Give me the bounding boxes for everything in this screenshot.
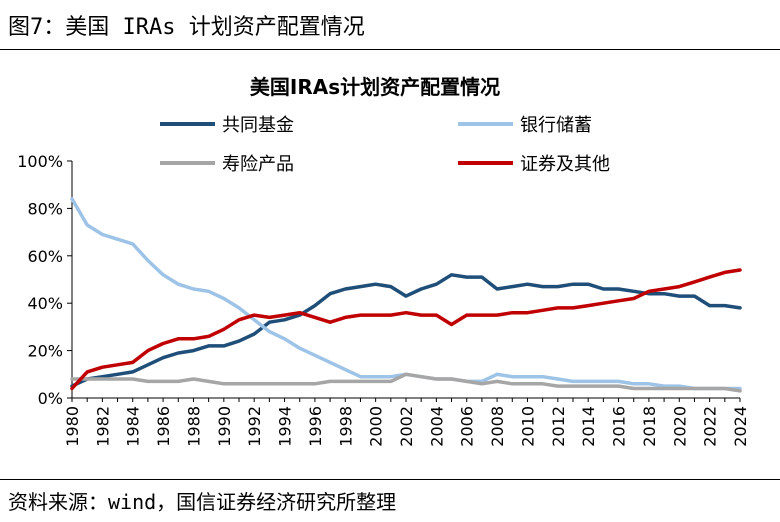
x-tick-label: 1996 [306, 406, 325, 447]
x-tick-label: 1980 [63, 406, 82, 447]
source-note: 资料来源：wind，国信证券经济研究所整理 [8, 490, 397, 514]
series-line [70, 268, 742, 391]
x-tick-label: 1986 [154, 406, 173, 447]
chart-title: 美国IRAs计划资产配置情况 [250, 75, 500, 99]
y-tick-label: 60% [27, 247, 63, 266]
axes: 0% 20% 40% 60% 80% 100% 1980 1982 1984 1986 1988 19… [17, 152, 750, 447]
x-tick-label: 2016 [610, 406, 629, 447]
legend-label: 银行储蓄 [520, 115, 592, 136]
x-tick-label: 1990 [215, 406, 234, 447]
x-tick-label: 2006 [458, 406, 477, 447]
series-line [70, 372, 742, 393]
series-layer [70, 197, 742, 393]
x-tick-label: 2008 [488, 406, 507, 447]
x-tick-label: 2000 [367, 406, 386, 447]
x-tick-label: 1988 [184, 406, 203, 447]
x-tick-label: 1992 [245, 406, 264, 447]
y-tick-label: 20% [27, 342, 63, 361]
x-tick-label: 2004 [427, 406, 446, 447]
legend-label: 证券及其他 [520, 154, 610, 175]
x-tick-label: 2010 [518, 406, 537, 447]
y-tick-label: 100% [17, 152, 63, 171]
figure-label: 图7：美国 IRAs 计划资产配置情况 [8, 15, 365, 40]
legend-label: 共同基金 [222, 115, 294, 136]
x-tick-label: 2018 [640, 406, 659, 447]
x-tick-label: 2002 [397, 406, 416, 447]
y-tick-label: 80% [27, 199, 63, 218]
x-tick-label: 2024 [731, 406, 750, 447]
y-tick-label: 0% [38, 389, 63, 408]
x-tick-label: 2012 [549, 406, 568, 447]
series-line [70, 273, 742, 388]
x-tick-label: 1982 [93, 406, 112, 447]
x-tick-label: 1998 [336, 406, 355, 447]
legend-label: 寿险产品 [222, 154, 294, 175]
top-rule [0, 49, 780, 50]
x-tick-label: 2020 [670, 406, 689, 447]
x-tick-label: 2014 [579, 406, 598, 447]
x-tick-label: 2022 [701, 406, 720, 447]
bottom-rule [0, 479, 780, 480]
y-tick-label: 40% [27, 294, 63, 313]
x-tick-label: 1984 [124, 406, 143, 447]
x-tick-label: 1994 [276, 406, 295, 447]
